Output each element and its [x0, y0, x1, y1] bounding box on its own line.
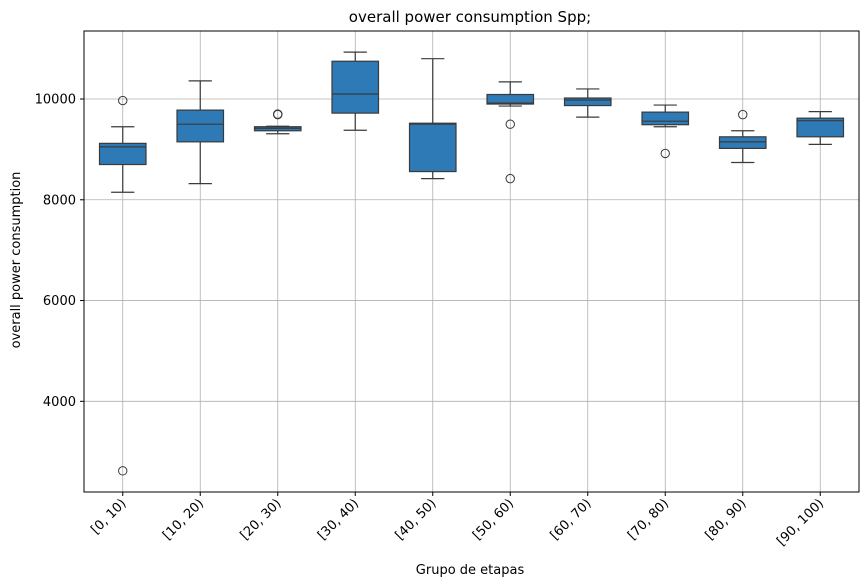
box-group [641, 104, 690, 159]
x-tick-label: [20, 30) [238, 496, 285, 543]
box-group [718, 109, 767, 164]
y-tick-label: 10000 [35, 93, 76, 108]
chart-title: overall power consumption Spp; [349, 8, 591, 26]
box [796, 117, 845, 138]
box-group [796, 111, 845, 145]
box-group [331, 51, 380, 131]
box-group [253, 109, 302, 135]
box [176, 109, 225, 143]
box-group [176, 80, 225, 185]
x-tick-label: [90, 100) [774, 496, 827, 549]
box-series [98, 51, 845, 476]
box-group [486, 81, 535, 184]
y-tick-label: 4000 [43, 395, 76, 410]
x-tick-label: [80, 90) [703, 496, 750, 543]
outlier-point [505, 173, 515, 184]
box [718, 136, 767, 149]
y-tick-label: 8000 [43, 193, 76, 208]
box [641, 111, 690, 126]
outlier-point [118, 95, 128, 106]
box [408, 122, 457, 173]
outlier-point [273, 109, 283, 120]
y-axis-title: overall power consumption [9, 172, 24, 349]
box [331, 60, 380, 114]
box [563, 97, 612, 107]
box-group [408, 58, 457, 180]
x-tick-label: [60, 70) [548, 496, 595, 543]
x-tick-label: [30, 40) [315, 496, 362, 543]
y-tick-label: 6000 [43, 294, 76, 309]
x-tick-label: [40, 50) [393, 496, 440, 543]
outlier-point [118, 466, 128, 476]
x-axis-title: Grupo de etapas [416, 563, 525, 578]
x-tick-label: [50, 60) [470, 496, 517, 543]
x-tick-label: [0, 10) [88, 496, 129, 537]
plot-frame [83, 30, 860, 493]
box-group [98, 95, 147, 476]
box-group [563, 88, 612, 118]
outlier-point [738, 109, 748, 120]
x-tick-label: [70, 80) [625, 496, 672, 543]
y-axis-ticks: 4000 6000 8000 10000 [35, 93, 84, 410]
x-axis-ticks: [0, 10) [10, 20) [20, 30) [30, 40) [40, 50) [… [88, 492, 827, 549]
x-tick-label: [10, 20) [160, 496, 207, 543]
outlier-point [505, 119, 515, 129]
outlier-point [660, 148, 670, 159]
box [486, 93, 535, 105]
box [98, 142, 147, 166]
